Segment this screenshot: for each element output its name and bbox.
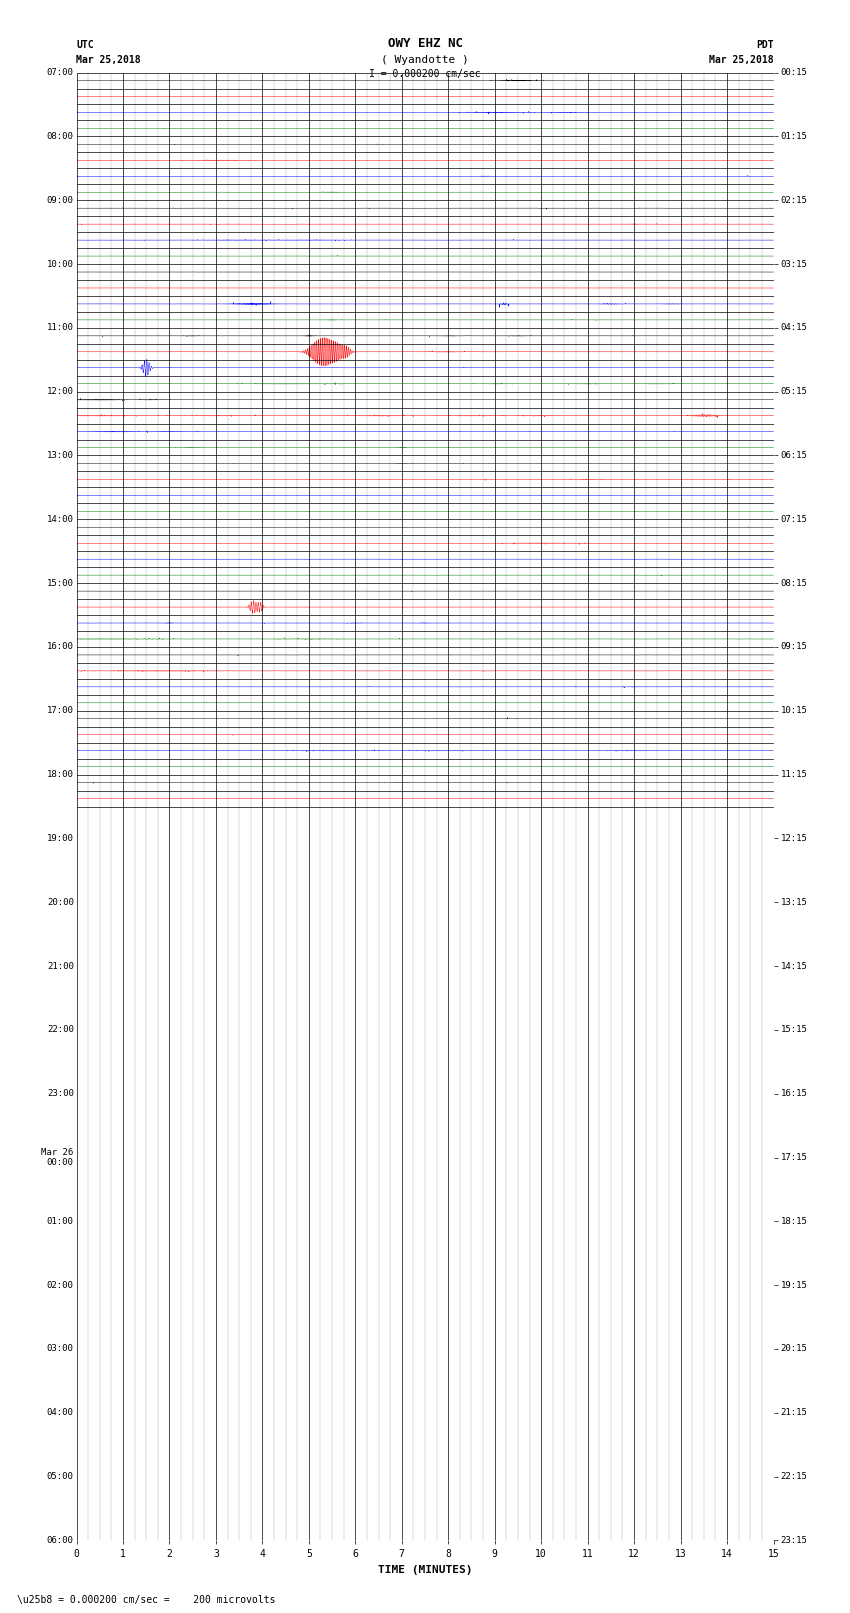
Text: PDT: PDT <box>756 40 774 50</box>
Text: I = 0.000200 cm/sec: I = 0.000200 cm/sec <box>369 69 481 79</box>
Text: ( Wyandotte ): ( Wyandotte ) <box>381 55 469 65</box>
X-axis label: TIME (MINUTES): TIME (MINUTES) <box>377 1565 473 1574</box>
Text: Mar 25,2018: Mar 25,2018 <box>709 55 774 65</box>
Text: \u25b8 = 0.000200 cm/sec =    200 microvolts: \u25b8 = 0.000200 cm/sec = 200 microvolt… <box>17 1595 275 1605</box>
Text: Mar 25,2018: Mar 25,2018 <box>76 55 141 65</box>
Text: OWY EHZ NC: OWY EHZ NC <box>388 37 462 50</box>
Text: UTC: UTC <box>76 40 94 50</box>
